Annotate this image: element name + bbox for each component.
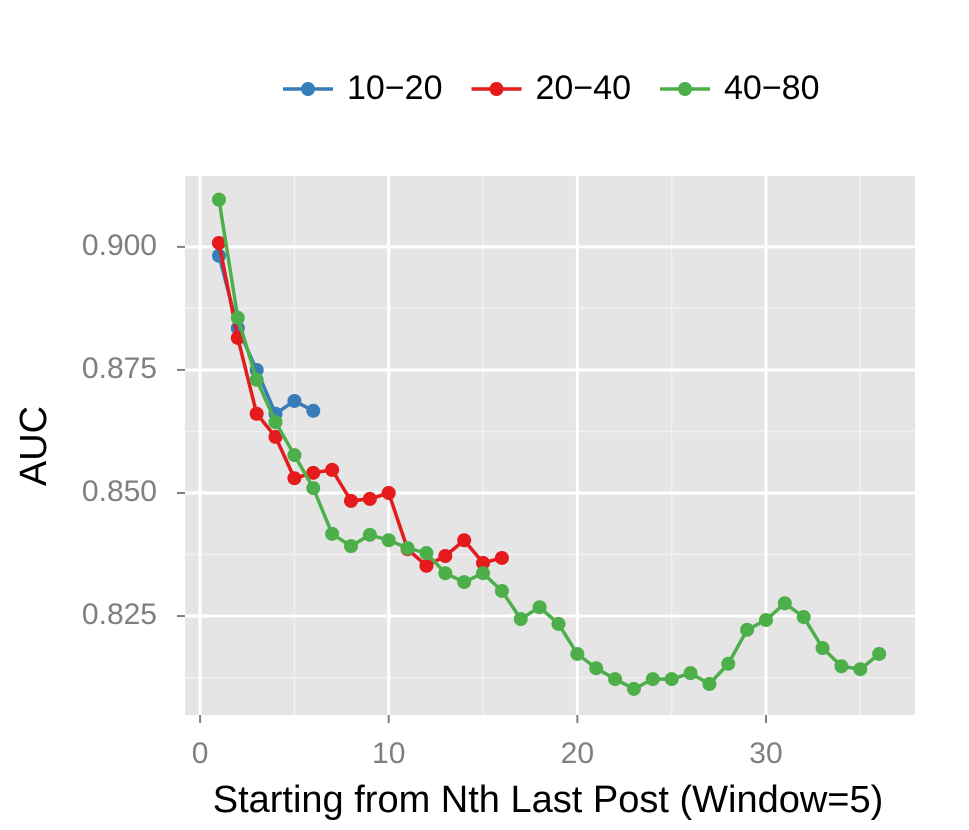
data-point [476, 566, 491, 581]
x-tick-label: 20 [561, 737, 594, 770]
legend-label: 20−40 [536, 69, 632, 107]
plot-background [185, 176, 915, 715]
data-point [343, 539, 358, 554]
data-point [702, 676, 717, 691]
data-point [381, 533, 396, 548]
data-point [853, 662, 868, 677]
data-point [343, 493, 358, 508]
legend-marker [489, 82, 504, 96]
data-point [777, 596, 792, 611]
legend-label: 10−20 [347, 69, 443, 107]
x-tick-label: 10 [372, 737, 405, 770]
data-point [476, 555, 491, 570]
y-axis-title: AUC [13, 406, 55, 486]
data-point [551, 616, 566, 631]
data-point [645, 672, 660, 687]
data-point [230, 310, 245, 325]
data-point [532, 600, 547, 615]
data-point [325, 526, 340, 541]
data-point [494, 583, 509, 598]
data-point [306, 465, 321, 480]
x-tick-label: 30 [749, 737, 782, 770]
data-point [306, 403, 321, 418]
data-point [306, 481, 321, 496]
data-point [419, 558, 434, 573]
data-point [570, 646, 585, 661]
data-point [815, 641, 830, 656]
legend-marker [301, 82, 315, 96]
data-point [758, 612, 773, 627]
y-tick-label: 0.875 [82, 352, 157, 385]
data-point [608, 672, 623, 687]
y-tick-label: 0.825 [82, 598, 157, 631]
data-point [721, 656, 736, 671]
data-point [287, 471, 302, 486]
x-tick-label: 0 [192, 737, 209, 770]
data-point [419, 546, 434, 561]
data-point [381, 486, 396, 501]
data-point [249, 372, 264, 387]
data-point [457, 575, 472, 590]
data-point [249, 406, 264, 421]
y-tick-label: 0.850 [82, 475, 157, 508]
data-point [683, 666, 698, 681]
data-point [626, 681, 641, 696]
data-point [211, 192, 226, 207]
legend-label: 40−80 [724, 69, 820, 107]
y-tick-label: 0.900 [82, 229, 157, 262]
data-point [211, 235, 226, 250]
data-point [268, 429, 283, 444]
data-point [438, 566, 453, 581]
data-point [872, 646, 887, 661]
data-point [513, 612, 528, 627]
data-point [362, 527, 377, 542]
data-point [325, 462, 340, 477]
data-point [268, 415, 283, 430]
data-point [457, 533, 472, 548]
data-point [589, 661, 604, 676]
data-point [740, 622, 755, 637]
data-point [834, 659, 849, 674]
data-point [438, 549, 453, 564]
x-axis-title: Starting from Nth Last Post (Window=5) [213, 779, 884, 821]
data-point [664, 672, 679, 687]
data-point [494, 550, 509, 565]
data-point [400, 541, 415, 556]
data-point [287, 393, 302, 408]
series-line [217, 242, 503, 568]
data-point [362, 491, 377, 506]
legend-marker [678, 82, 692, 96]
data-point [287, 448, 302, 463]
data-point [796, 610, 811, 625]
